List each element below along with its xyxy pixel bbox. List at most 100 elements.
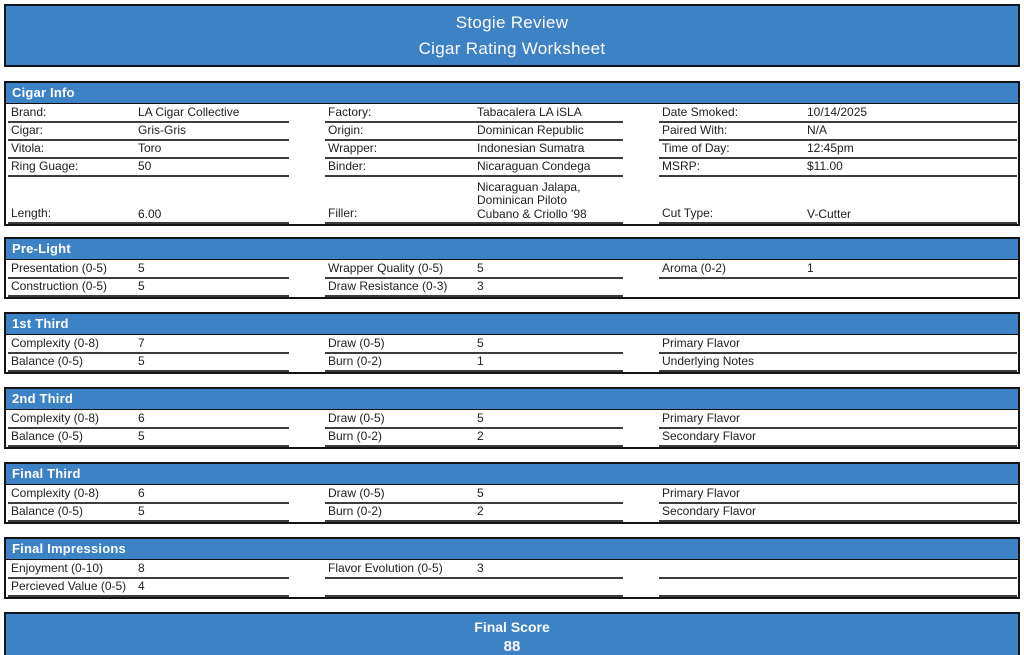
- final-third-header: Final Third: [6, 464, 1018, 485]
- cigar-info-header: Cigar Info: [6, 83, 1018, 104]
- score-value: 2: [477, 429, 484, 443]
- pre-light-header: Pre-Light: [6, 239, 1018, 260]
- field-label: Paired With:: [662, 123, 728, 137]
- field-value: Toro: [138, 141, 162, 155]
- score-label: Secondary Flavor: [662, 429, 757, 443]
- score-balance-2nd: Balance (0-5) 5: [8, 429, 289, 447]
- score-percieved-value: Percieved Value (0-5) 4: [8, 579, 289, 597]
- score-flavor-evolution: Flavor Evolution (0-5) 3: [325, 561, 623, 579]
- score-aroma: Aroma (0-2) 1: [659, 261, 1017, 279]
- field-primary-flavor-1st: Primary Flavor: [659, 336, 1017, 354]
- score-label: Complexity (0-8): [11, 336, 100, 350]
- field-label: Cigar:: [11, 123, 44, 137]
- field-label: Time of Day:: [662, 141, 730, 155]
- field-label: Binder:: [328, 159, 367, 173]
- score-label: Balance (0-5): [11, 354, 84, 368]
- field-secondary-flavor-2nd: Secondary Flavor: [659, 429, 1017, 447]
- field-label: Ring Guage:: [11, 159, 79, 173]
- score-label: Secondary Flavor: [662, 504, 757, 518]
- score-value: 3: [477, 561, 484, 575]
- field-label: Brand:: [11, 105, 47, 119]
- score-label: Primary Flavor: [662, 336, 741, 350]
- score-label: Construction (0-5): [11, 279, 108, 293]
- field-label: Filler:: [328, 206, 358, 220]
- section-pre-light: Pre-Light Presentation (0-5) 5 Wrapper Qu…: [4, 237, 1020, 299]
- field-primary-flavor-final: Primary Flavor: [659, 486, 1017, 504]
- field-value: 50: [138, 159, 152, 173]
- field-value: Dominican Republic: [477, 123, 584, 137]
- score-label: Draw (0-5): [328, 336, 385, 350]
- field-value: Nicaraguan Jalapa, Dominican Piloto Cuba…: [477, 179, 587, 221]
- score-label: Burn (0-2): [328, 429, 383, 443]
- score-label: Balance (0-5): [11, 429, 84, 443]
- field-value: LA Cigar Collective: [138, 105, 240, 119]
- score-complexity-final: Complexity (0-8) 6: [8, 486, 289, 504]
- field-primary-flavor-2nd: Primary Flavor: [659, 411, 1017, 429]
- field-value: Indonesian Sumatra: [477, 141, 585, 155]
- score-burn-2nd: Burn (0-2) 2: [325, 429, 623, 447]
- field-value: 10/14/2025: [807, 105, 868, 119]
- cigar-info-body: Brand: LA Cigar Collective Factory: Tabaca…: [6, 104, 1018, 224]
- score-wrapper-quality: Wrapper Quality (0-5) 5: [325, 261, 623, 279]
- score-value: 5: [138, 261, 145, 275]
- field-value: V-Cutter: [807, 206, 852, 221]
- score-label: Burn (0-2): [328, 354, 383, 368]
- score-value: 5: [138, 429, 145, 443]
- section-cigar-info: Cigar Info Brand: LA Cigar Collective Fac…: [4, 81, 1020, 226]
- field-binder: Binder: Nicaraguan Condega: [325, 159, 623, 177]
- score-label: Percieved Value (0-5): [11, 579, 127, 593]
- field-value: N/A: [807, 123, 828, 137]
- score-label: Primary Flavor: [662, 486, 741, 500]
- field-length: Length: 6.00: [8, 177, 289, 224]
- score-value: 5: [138, 354, 145, 368]
- field-brand: Brand: LA Cigar Collective: [8, 105, 289, 123]
- section-final-third: Final Third Complexity (0-8) 6 Draw (0-5)…: [4, 462, 1020, 524]
- score-enjoyment: Enjoyment (0-10) 8: [8, 561, 289, 579]
- score-label: Draw Resistance (0-3): [328, 279, 448, 293]
- score-label: Complexity (0-8): [11, 411, 100, 425]
- score-balance-1st: Balance (0-5) 5: [8, 354, 289, 372]
- blank-underlined-field: [659, 579, 1017, 597]
- field-factory: Factory: Tabacalera LA iSLA: [325, 105, 623, 123]
- field-paired-with: Paired With: N/A: [659, 123, 1017, 141]
- blank-underlined-field: [659, 561, 1017, 579]
- score-label: Primary Flavor: [662, 411, 741, 425]
- score-label: Draw (0-5): [328, 486, 385, 500]
- final-score-label: Final Score: [474, 619, 550, 635]
- field-label: Length:: [11, 206, 52, 220]
- score-value: 6: [138, 486, 145, 500]
- score-value: 8: [138, 561, 145, 575]
- score-label: Wrapper Quality (0-5): [328, 261, 444, 275]
- 1st-third-body: Complexity (0-8) 7 Draw (0-5) 5 Primary Fl…: [6, 335, 1018, 372]
- empty-cell: [659, 279, 1017, 297]
- score-value: 5: [138, 504, 145, 518]
- score-complexity-2nd: Complexity (0-8) 6: [8, 411, 289, 429]
- score-value: 5: [477, 411, 484, 425]
- score-value: 2: [477, 504, 484, 518]
- page-title: Stogie Review: [455, 12, 569, 32]
- field-value: Nicaraguan Condega: [477, 159, 591, 173]
- section-final-impressions: Final Impressions Enjoyment (0-10) 8 Flav…: [4, 537, 1020, 599]
- score-balance-final: Balance (0-5) 5: [8, 504, 289, 522]
- field-ring-guage: Ring Guage: 50: [8, 159, 289, 177]
- field-value: Tabacalera LA iSLA: [477, 105, 582, 119]
- final-impressions-body: Enjoyment (0-10) 8 Flavor Evolution (0-5)…: [6, 560, 1018, 597]
- field-time-of-day: Time of Day: 12:45pm: [659, 141, 1017, 159]
- score-value: 5: [477, 486, 484, 500]
- 2nd-third-body: Complexity (0-8) 6 Draw (0-5) 5 Primary Fl…: [6, 410, 1018, 447]
- field-label: Factory:: [328, 105, 372, 119]
- field-filler: Filler: Nicaraguan Jalapa, Dominican Pilo…: [325, 177, 623, 224]
- score-draw-2nd: Draw (0-5) 5: [325, 411, 623, 429]
- score-label: Balance (0-5): [11, 504, 84, 518]
- field-value: 12:45pm: [807, 141, 854, 155]
- field-label: Cut Type:: [662, 206, 714, 220]
- section-1st-third: 1st Third Complexity (0-8) 7 Draw (0-5) 5 …: [4, 312, 1020, 374]
- 1st-third-header: 1st Third: [6, 314, 1018, 335]
- score-value: 4: [138, 579, 145, 593]
- field-label: Wrapper:: [328, 141, 378, 155]
- field-secondary-flavor-final: Secondary Flavor: [659, 504, 1017, 522]
- score-value: 5: [138, 279, 145, 293]
- score-construction: Construction (0-5) 5: [8, 279, 289, 297]
- field-date-smoked: Date Smoked: 10/14/2025: [659, 105, 1017, 123]
